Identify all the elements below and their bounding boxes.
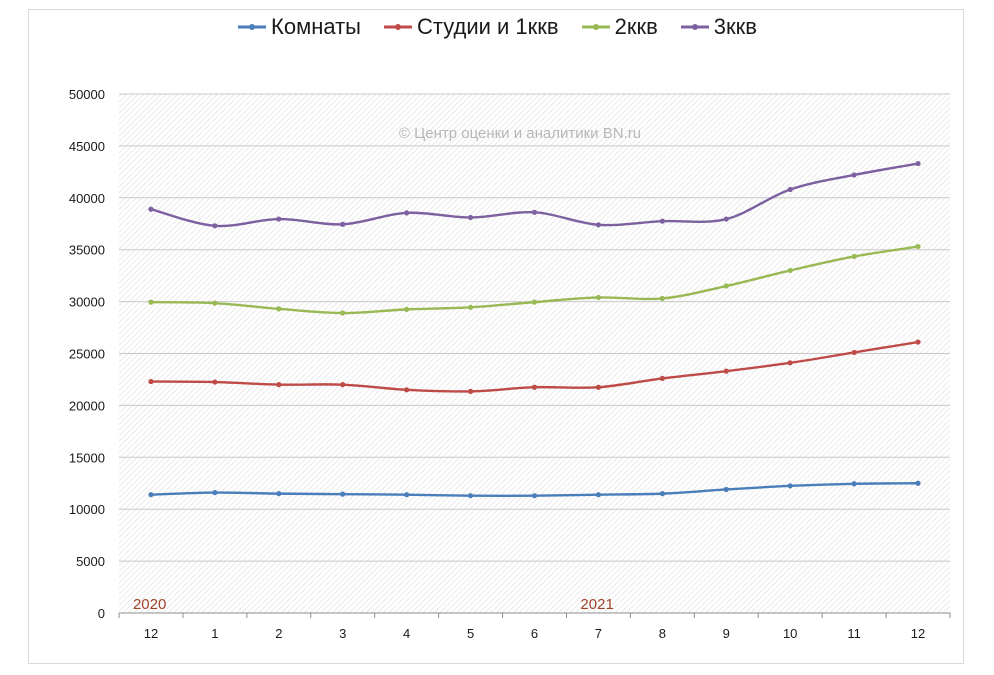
data-point (723, 283, 729, 289)
data-point (851, 349, 857, 356)
data-point (212, 489, 218, 496)
data-point (276, 306, 282, 312)
data-point (723, 368, 729, 374)
series-group (148, 480, 921, 499)
legend-swatch (680, 24, 709, 30)
data-point (723, 216, 729, 222)
data-point (276, 491, 282, 497)
data-point (851, 481, 857, 487)
data-point (659, 375, 665, 382)
y-tick-label: 0 (98, 606, 105, 621)
x-tick-label: 7 (595, 626, 602, 641)
data-point (659, 295, 665, 302)
legend-label: Комнаты (271, 14, 361, 39)
data-point (467, 493, 474, 499)
series-group (148, 339, 921, 394)
y-tick-label: 20000 (69, 398, 105, 413)
data-point (467, 214, 474, 221)
data-point (659, 491, 665, 497)
legend: Комнаты Студии и 1ккв 2ккв 3ккв (0, 14, 994, 40)
data-point (915, 480, 921, 486)
legend-swatch (581, 24, 610, 30)
data-point (340, 491, 346, 497)
x-tick-label: 8 (659, 626, 666, 641)
axes: 0 5000 10000 15000 20000 25000 30000 35000 40000… (69, 87, 951, 641)
data-point (659, 218, 665, 224)
data-point (467, 304, 474, 310)
x-tick-label: 11 (847, 626, 861, 641)
data-point (212, 300, 218, 306)
data-point (148, 492, 154, 498)
legend-swatch (384, 24, 412, 30)
y-tick-label: 45000 (69, 139, 105, 154)
y-tick-label: 25000 (69, 347, 105, 362)
data-point (595, 492, 602, 498)
data-point (467, 388, 474, 394)
data-point (915, 160, 921, 167)
data-point (404, 306, 410, 312)
data-point (340, 310, 346, 316)
y-tick-label: 35000 (69, 243, 105, 258)
x-tick-label: 9 (723, 626, 730, 641)
data-point (595, 294, 602, 301)
x-tick-label: 5 (467, 626, 474, 641)
data-point (212, 379, 218, 385)
data-point (915, 243, 921, 250)
data-point (340, 221, 346, 227)
data-point (851, 253, 857, 260)
data-point (340, 382, 346, 388)
y-tick-label: 30000 (69, 295, 105, 310)
data-point (404, 387, 410, 393)
data-point (851, 172, 857, 178)
legend-label: 3ккв (713, 14, 757, 39)
x-tick-label: 4 (403, 626, 410, 641)
watermark: © Центр оценки и аналитики BN.ru (399, 125, 641, 142)
y-tick-label: 10000 (69, 502, 105, 517)
legend-item: 3ккв (680, 14, 757, 40)
x-tick-label: 6 (531, 626, 538, 641)
year-label: 2021 (580, 596, 613, 613)
data-point (276, 382, 282, 388)
data-point (787, 483, 793, 489)
data-point (148, 299, 154, 305)
legend-label: Студии и 1ккв (417, 14, 559, 39)
data-point (404, 492, 410, 498)
data-point (404, 210, 410, 216)
year-label: 2020 (133, 596, 166, 613)
legend-item: Студии и 1ккв (383, 14, 559, 40)
data-point (276, 216, 282, 222)
data-point (915, 339, 921, 345)
y-tick-label: 50000 (69, 87, 105, 102)
x-tick-label: 2 (275, 626, 282, 641)
data-point (212, 223, 218, 229)
data-point (787, 186, 793, 193)
x-tick-label: 12 (911, 626, 925, 641)
x-tick-label: 3 (339, 626, 346, 641)
data-point (531, 209, 538, 215)
x-tick-label: 1 (211, 626, 218, 641)
y-tick-label: 5000 (76, 554, 105, 569)
data-point (595, 222, 602, 228)
data-point (595, 384, 602, 390)
legend-item: 2ккв (581, 14, 658, 40)
data-point (531, 299, 538, 305)
x-tick-label: 12 (144, 626, 158, 641)
y-tick-label: 15000 (69, 450, 105, 465)
series-group (148, 160, 921, 229)
data-point (787, 267, 793, 274)
y-tick-label: 40000 (69, 191, 105, 206)
legend-swatch (238, 24, 267, 30)
legend-item: Комнаты (237, 14, 361, 40)
data-point (148, 206, 154, 212)
series-group (148, 243, 921, 316)
data-point (787, 360, 793, 366)
data-point (531, 384, 538, 390)
legend-label: 2ккв (614, 14, 658, 39)
data-point (148, 378, 154, 385)
series-lines (148, 160, 921, 499)
data-point (723, 486, 729, 493)
x-tick-label: 10 (783, 626, 797, 641)
data-point (531, 493, 538, 499)
